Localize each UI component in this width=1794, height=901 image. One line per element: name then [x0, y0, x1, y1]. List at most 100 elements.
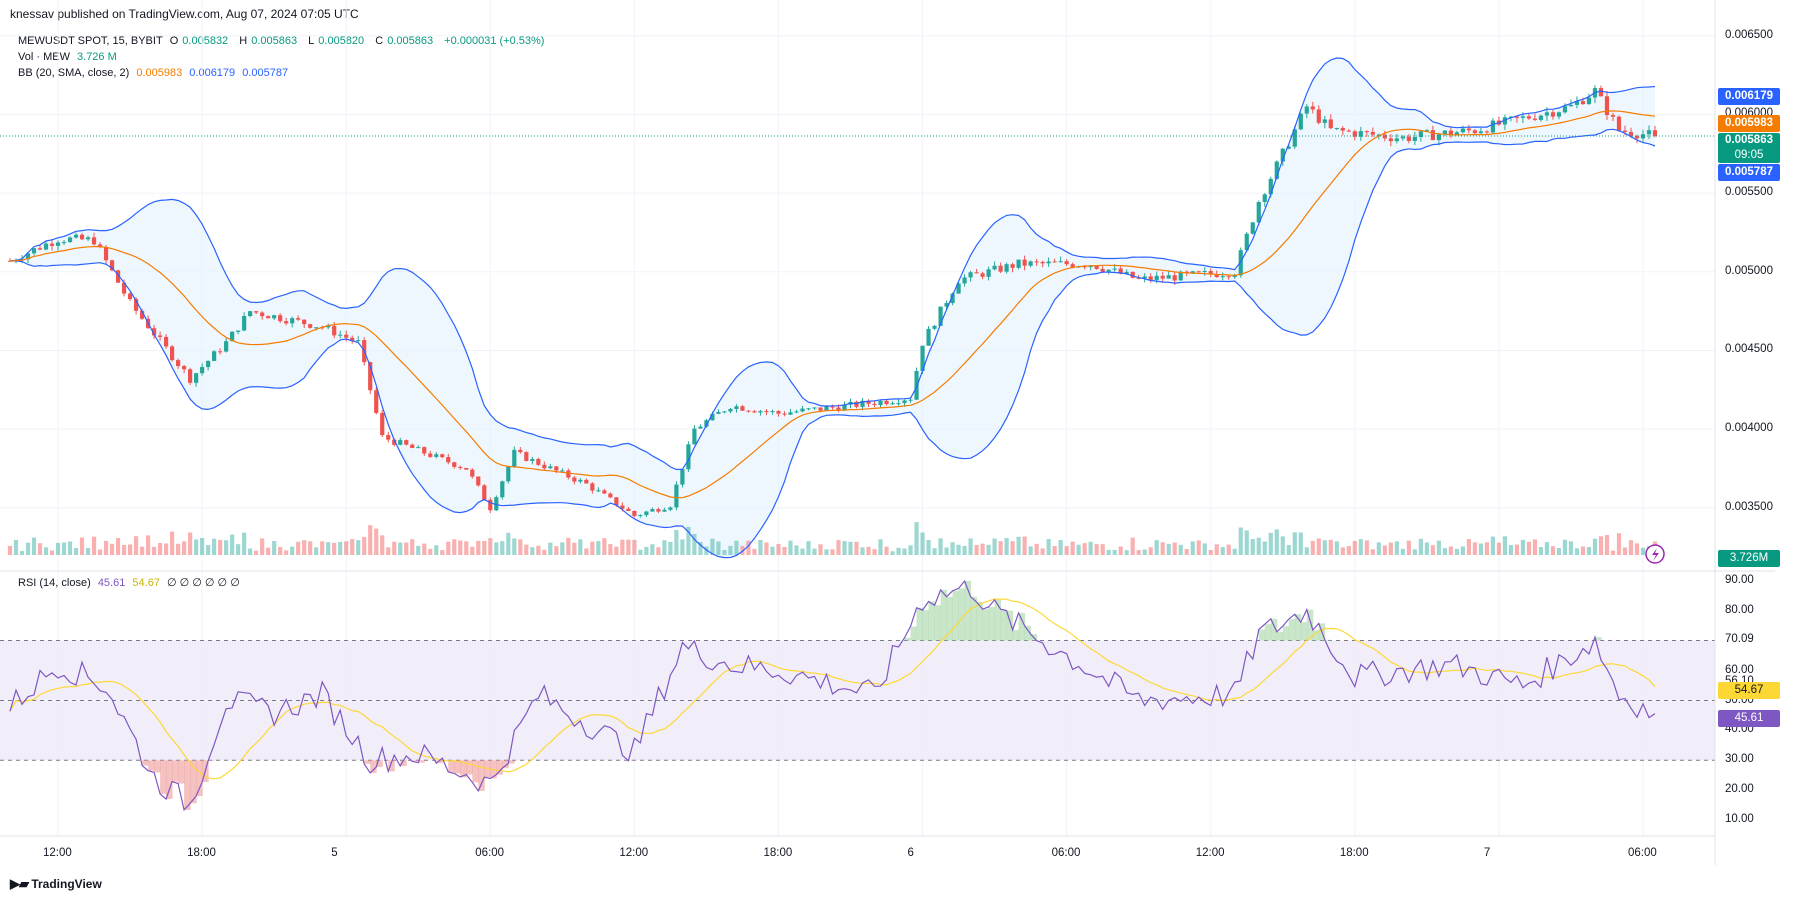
candle-body	[374, 390, 379, 413]
volume-bar	[860, 547, 865, 555]
candle-body	[1616, 116, 1622, 131]
candle-body	[386, 435, 391, 440]
volume-bar	[1280, 536, 1285, 555]
volume-bar	[260, 538, 265, 555]
open-label: O 0.005832	[169, 35, 229, 47]
rsi-oversold-fill	[196, 760, 203, 797]
volume-bar	[590, 541, 595, 555]
volume-legend[interactable]: Vol · MEW 3.726 M	[18, 51, 117, 63]
volume-bar	[440, 550, 445, 555]
price-tick: 0.004500	[1725, 343, 1773, 356]
candle-body	[1436, 134, 1441, 141]
rsi-tick: 80.00	[1725, 603, 1754, 616]
price-tick: 0.005500	[1725, 186, 1773, 199]
main-legend[interactable]: MEWUSDT SPOT, 15, BYBIT O 0.005832 H 0.005…	[18, 35, 548, 47]
tv-logo-icon: ▶▰	[10, 876, 29, 891]
candle-body	[980, 273, 985, 277]
candle-body	[1574, 101, 1580, 105]
close-label: C 0.005863	[375, 35, 434, 47]
volume-bar	[806, 541, 811, 555]
rsi-oversold-fill	[208, 760, 215, 761]
volume-bar	[1088, 541, 1093, 555]
volume-bar	[560, 542, 565, 555]
volume-bar	[668, 541, 673, 555]
candle-body	[1304, 106, 1309, 114]
volume-bar	[374, 528, 379, 555]
volume-bar	[410, 539, 415, 555]
volume-bar	[1454, 548, 1459, 555]
volume-bar	[854, 541, 859, 555]
volume-bar	[1016, 536, 1021, 555]
volume-bar	[139, 546, 145, 555]
candle-body	[710, 413, 715, 421]
volume-bar	[1490, 536, 1496, 555]
candle-body	[770, 411, 775, 413]
rsi-oversold-fill	[160, 760, 167, 794]
volume-bar	[1052, 545, 1057, 555]
candle-body	[392, 439, 397, 445]
volume-bar	[1124, 550, 1129, 555]
candle-body	[1118, 268, 1123, 274]
volume-bar	[956, 544, 961, 555]
candle-body	[1136, 277, 1141, 279]
candle-body	[740, 406, 745, 411]
rsi-oversold-fill	[154, 760, 161, 773]
volume-bar	[746, 540, 751, 555]
volume-bar	[1166, 543, 1171, 555]
volume-bar	[386, 547, 391, 555]
candle-body	[224, 341, 229, 352]
bb-legend[interactable]: BB (20, SMA, close, 2) 0.005983 0.006179…	[18, 67, 289, 79]
volume-bar	[368, 525, 373, 555]
candle-body	[1400, 136, 1405, 139]
tradingview-logo[interactable]: ▶▰ TradingView	[10, 876, 102, 891]
candle-body	[854, 401, 859, 407]
volume-bar	[1004, 538, 1009, 555]
volume-bar	[1232, 548, 1237, 555]
volume-bar	[1268, 532, 1273, 555]
candle-body	[830, 406, 835, 408]
rsi-oversold-fill	[388, 760, 395, 772]
volume-bar	[1358, 539, 1363, 555]
candle-body	[590, 483, 595, 491]
volume-bar	[338, 541, 343, 555]
volume-bar	[1262, 541, 1267, 555]
volume-bar	[1616, 533, 1622, 555]
candle-body	[662, 509, 667, 512]
candle-body	[536, 458, 541, 465]
rsi-oversold-fill	[454, 760, 461, 774]
candle-body	[1190, 271, 1195, 274]
candle-body	[1394, 138, 1399, 142]
volume-bar	[206, 545, 211, 555]
candle-body	[1142, 276, 1147, 279]
candle-body	[632, 510, 637, 516]
volume-bar	[43, 547, 49, 555]
rsi-oversold-fill	[466, 760, 473, 775]
candle-body	[1586, 97, 1592, 105]
time-tick: 7	[1483, 847, 1491, 859]
candle-body	[1232, 275, 1237, 277]
candle-body	[488, 499, 493, 511]
rsi-tick: 20.00	[1725, 783, 1754, 796]
rsi-overbought-fill	[1294, 614, 1302, 641]
candle-body	[272, 315, 277, 319]
volume-bar	[1292, 532, 1297, 555]
candle-body	[188, 369, 193, 383]
volume-bar	[644, 546, 649, 555]
candle-body	[806, 408, 811, 410]
candle-body	[163, 336, 169, 347]
volume-bar	[896, 547, 901, 555]
volume-bar	[1556, 548, 1562, 555]
volume-bar	[710, 538, 715, 555]
candle-body	[716, 411, 721, 414]
candle-body	[284, 321, 289, 324]
rsi-oversold-fill	[184, 760, 191, 810]
volume-bar	[392, 541, 397, 555]
time-tick: 18:00	[1339, 847, 1369, 859]
rsi-legend[interactable]: RSI (14, close) 45.61 54.67 ∅ ∅ ∅ ∅ ∅ ∅	[18, 577, 240, 589]
rsi-overbought-fill	[994, 599, 1002, 641]
candle-body	[1244, 233, 1249, 251]
volume-bar	[1076, 544, 1081, 555]
volume-bar	[578, 539, 583, 555]
rsi-line	[9, 579, 1656, 812]
